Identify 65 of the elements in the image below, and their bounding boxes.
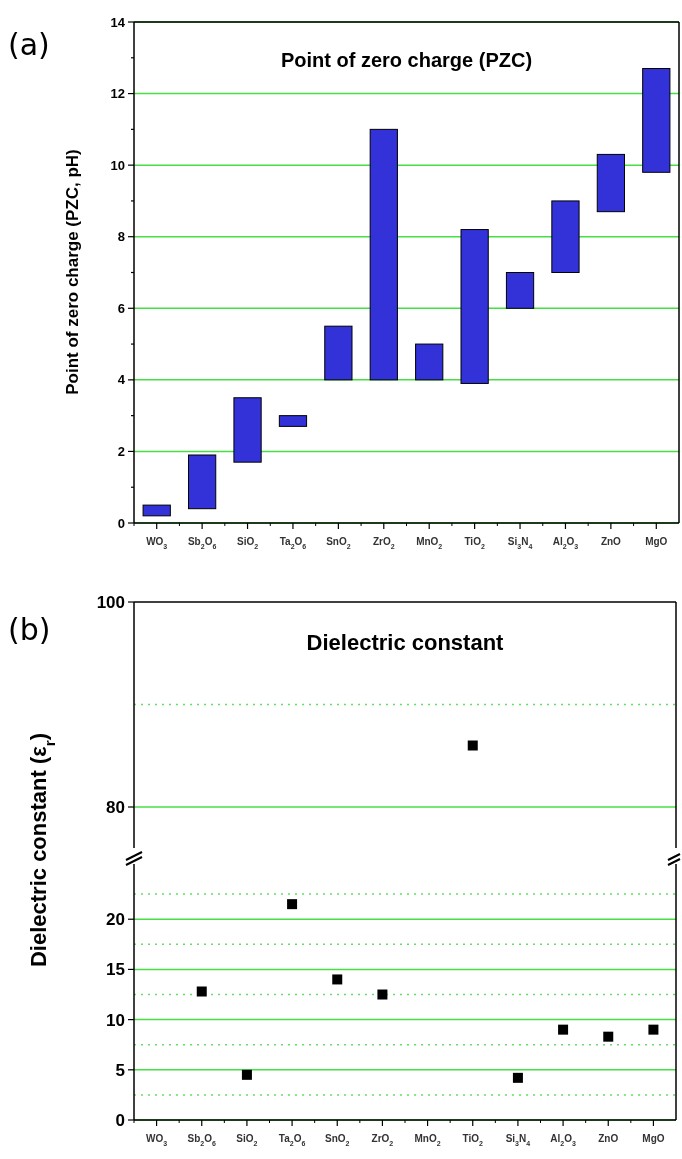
x-tick-label: WO$_{3}$ xyxy=(146,1133,168,1147)
x-tick-label: WO$_{3}$ xyxy=(146,536,168,550)
y-tick-label: 80 xyxy=(106,797,125,817)
y-tick-label: 6 xyxy=(117,300,125,316)
x-tick-label: SiO$_{2}$ xyxy=(236,1133,258,1147)
x-tick-label: MgO xyxy=(645,536,668,547)
bar xyxy=(596,153,625,213)
y-tick-label: 10 xyxy=(110,157,125,173)
bar xyxy=(278,415,308,427)
x-tick-label: Si$_{3}$N$_{4}$ xyxy=(507,536,533,550)
x-tick-label: Si$_{3}$N$_{4}$ xyxy=(505,1133,531,1147)
x-tick-label: MnO$_{2}$ xyxy=(414,1133,441,1147)
point xyxy=(648,1024,659,1035)
bar xyxy=(324,325,353,381)
point xyxy=(241,1069,252,1080)
y-tick-label: 2 xyxy=(117,443,125,459)
y-tick-label: 0 xyxy=(115,1110,125,1130)
y-tick-label: 12 xyxy=(110,86,125,102)
bar xyxy=(460,229,489,384)
text: Point of zero charge (PZC) xyxy=(280,49,533,71)
y-tick-label: 4 xyxy=(117,372,126,388)
y-tick-label: 10 xyxy=(106,1010,125,1030)
point xyxy=(512,1072,523,1083)
y-tick-label: 14 xyxy=(110,14,126,30)
text: (b) xyxy=(8,612,51,647)
x-tick-label: SnO$_{2}$ xyxy=(326,536,351,550)
x-tick-label: SiO$_{2}$ xyxy=(236,536,259,550)
point xyxy=(558,1024,569,1035)
y-tick-label: 15 xyxy=(106,960,125,980)
point xyxy=(196,986,207,997)
bar xyxy=(369,128,398,381)
point xyxy=(332,974,343,985)
x-tick-label: SnO$_{2}$ xyxy=(325,1133,350,1147)
y-tick-label: 100 xyxy=(96,592,125,612)
y-tick-label: 0 xyxy=(117,515,125,531)
x-tick-label: ZnO xyxy=(600,536,622,547)
x-tick-label: MnO$_{2}$ xyxy=(416,536,443,550)
x-tick-label: ZrO$_{2}$ xyxy=(372,536,395,550)
bar xyxy=(505,272,535,309)
y-tick-label: 8 xyxy=(117,229,125,245)
x-tick-label: MgO xyxy=(642,1133,665,1144)
x-tick-label: Al$_{2}$O$_{3}$ xyxy=(550,1133,576,1147)
x-tick-label: TiO$_{2}$ xyxy=(462,1133,484,1147)
bar xyxy=(188,454,217,510)
y-tick-label: 20 xyxy=(106,910,125,930)
bar xyxy=(551,200,580,273)
point xyxy=(377,989,388,1000)
y-axis-title: Point of zero charge (PZC, pH) xyxy=(63,149,82,395)
x-tick-label: Sb$_{2}$O$_{6}$ xyxy=(187,1133,217,1147)
y-tick-label: 5 xyxy=(115,1060,125,1080)
x-tick-label: ZrO$_{2}$ xyxy=(371,1133,394,1147)
x-tick-label: Ta$_{2}$O$_{6}$ xyxy=(278,1133,306,1147)
bar xyxy=(642,68,671,173)
x-tick-label: Ta$_{2}$O$_{6}$ xyxy=(279,536,307,550)
point xyxy=(287,899,298,910)
point xyxy=(603,1031,614,1042)
text: Dielectric constant xyxy=(306,630,505,655)
x-tick-label: ZnO xyxy=(598,1133,619,1144)
text: (a) xyxy=(8,27,50,62)
bar xyxy=(415,343,444,381)
x-tick-label: Al$_{2}$O$_{3}$ xyxy=(552,536,579,550)
x-tick-label: TiO$_{2}$ xyxy=(464,536,485,550)
bar xyxy=(233,397,262,463)
x-tick-label: Sb$_{2}$O$_{6}$ xyxy=(187,536,217,550)
bar xyxy=(142,504,171,517)
